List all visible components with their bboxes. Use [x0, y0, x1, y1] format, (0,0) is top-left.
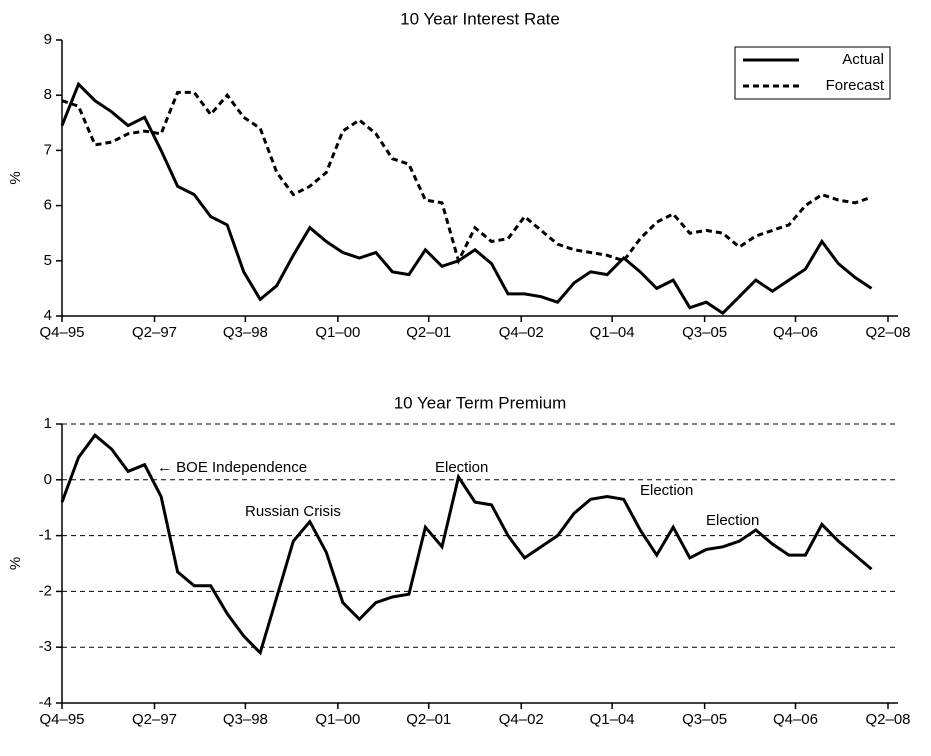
x-tick-label: Q1–00: [315, 711, 360, 728]
data-line: [60, 433, 873, 656]
x-tick-label: Q2–97: [132, 711, 177, 728]
annotation: ← BOE Independence: [157, 459, 307, 476]
y-tick-label: -4: [39, 694, 52, 711]
y-tick-label: -3: [39, 638, 52, 655]
y-tick-label: 8: [44, 86, 52, 103]
x-tick-label: Q1–04: [590, 711, 635, 728]
y-tick-label: 5: [44, 252, 52, 269]
annotation: Election: [640, 482, 693, 499]
x-tick-label: Q1–00: [315, 324, 360, 341]
data-line: [61, 90, 872, 265]
legend-label: Actual: [842, 51, 884, 68]
y-axis-label: %: [7, 557, 24, 570]
annotation: Election: [706, 512, 759, 529]
x-tick-label: Q3–98: [223, 711, 268, 728]
y-tick-label: 0: [44, 471, 52, 488]
x-tick-label: Q2–08: [865, 711, 910, 728]
x-tick-label: Q2–01: [406, 324, 451, 341]
x-tick-label: Q1–04: [590, 324, 635, 341]
annotation: Russian Crisis: [245, 503, 341, 520]
x-tick-label: Q4–95: [39, 324, 84, 341]
y-tick-label: 6: [44, 197, 52, 214]
y-tick-label: 4: [44, 307, 52, 324]
x-tick-label: Q4–02: [499, 324, 544, 341]
data-line: [60, 81, 873, 316]
x-tick-label: Q2–97: [132, 324, 177, 341]
chart-title: 10 Year Interest Rate: [400, 9, 560, 28]
x-tick-label: Q3–05: [682, 324, 727, 341]
x-tick-label: Q3–98: [223, 324, 268, 341]
legend-label: Forecast: [826, 77, 885, 94]
x-tick-label: Q4–02: [499, 711, 544, 728]
x-tick-label: Q2–08: [865, 324, 910, 341]
y-tick-label: 7: [44, 141, 52, 158]
chart-title: 10 Year Term Premium: [394, 393, 567, 412]
annotation: Election: [435, 459, 488, 476]
x-tick-label: Q4–95: [39, 711, 84, 728]
y-tick-label: 1: [44, 415, 52, 432]
x-tick-label: Q2–01: [406, 711, 451, 728]
y-tick-label: -1: [39, 527, 52, 544]
x-tick-label: Q3–05: [682, 711, 727, 728]
x-tick-label: Q4–06: [773, 324, 818, 341]
y-axis-label: %: [7, 171, 24, 184]
y-tick-label: -2: [39, 582, 52, 599]
y-tick-label: 9: [44, 31, 52, 48]
legend-box: [734, 46, 891, 100]
x-tick-label: Q4–06: [773, 711, 818, 728]
